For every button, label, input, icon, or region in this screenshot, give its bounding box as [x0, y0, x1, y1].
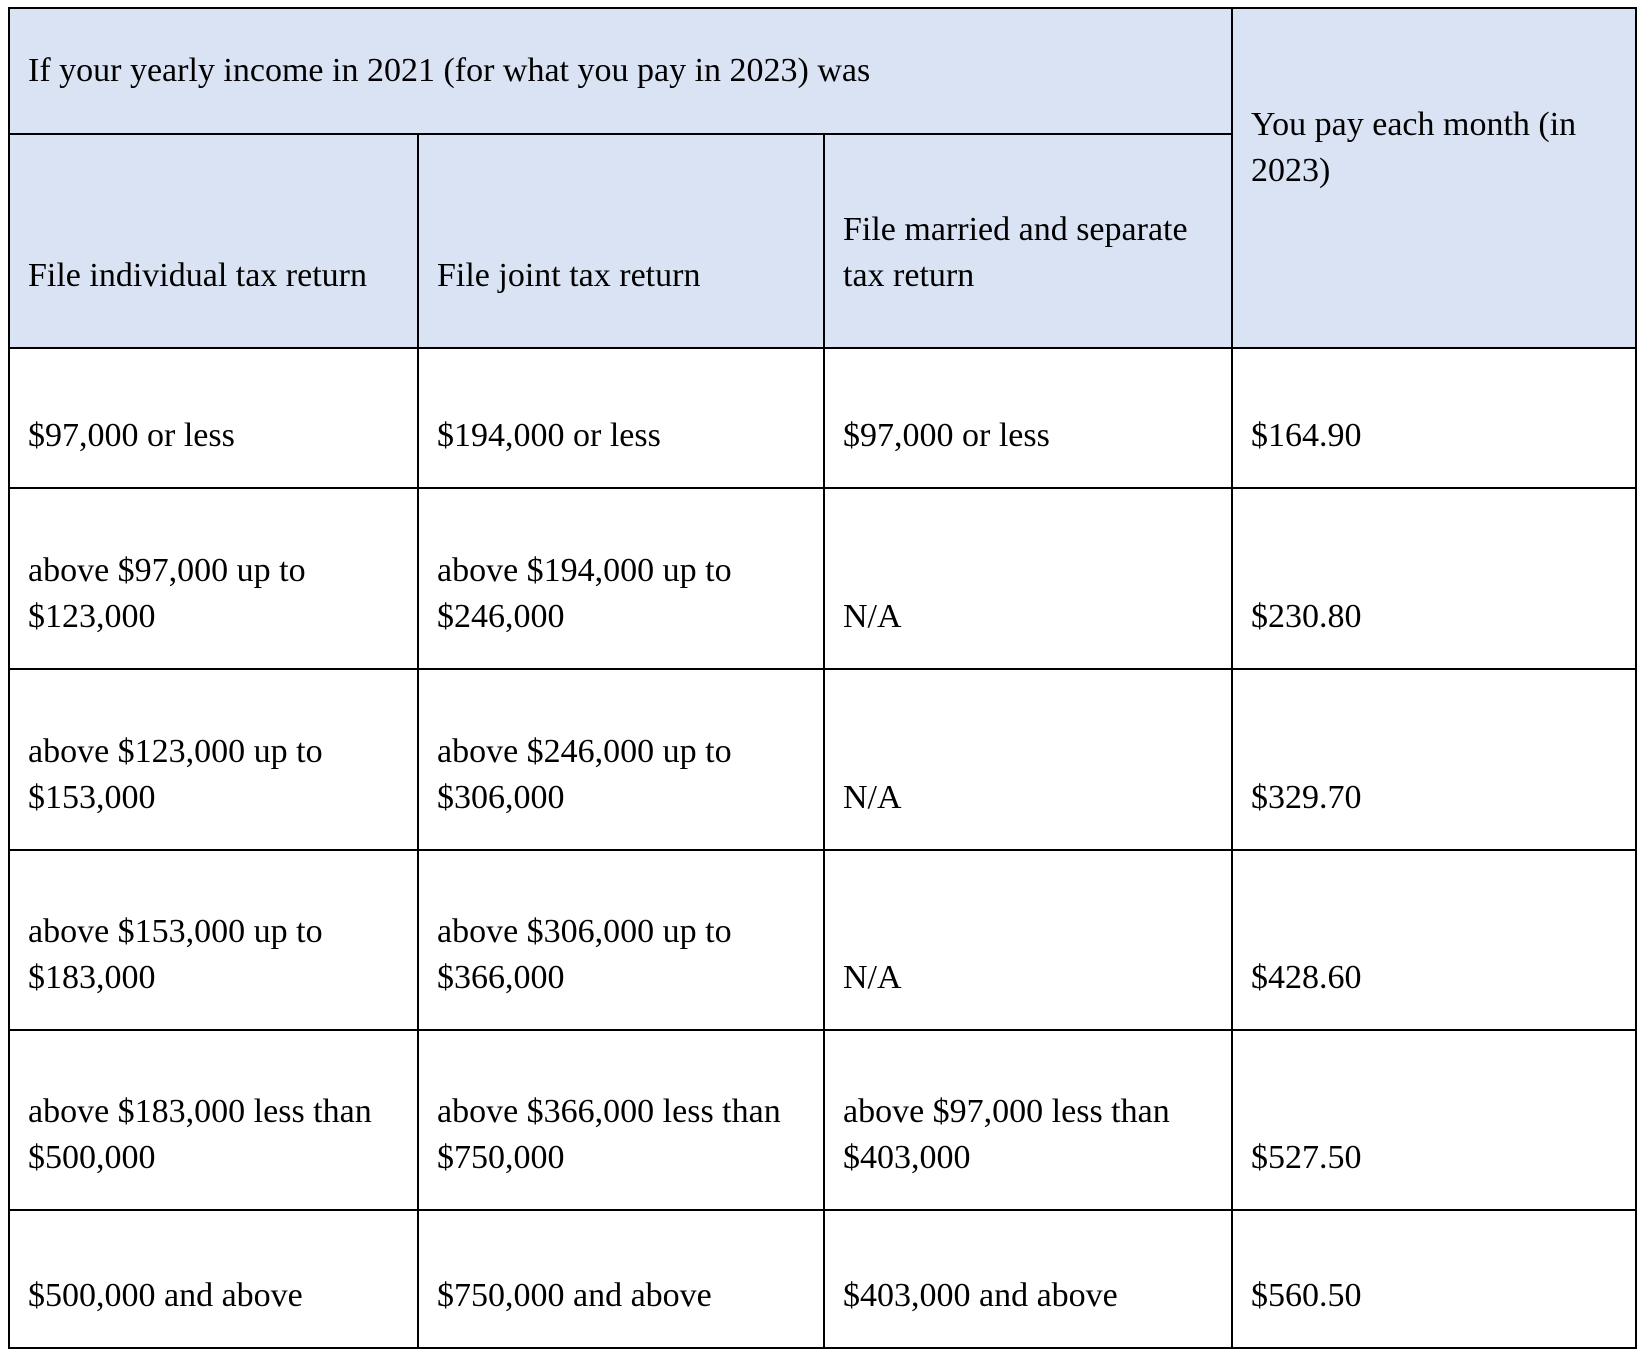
cell: $403,000 and above: [823, 1209, 1233, 1349]
cell: $329.70: [1231, 668, 1637, 851]
table-row: $97,000 or less $194,000 or less $97,000…: [8, 347, 1637, 489]
premium-table: If your yearly income in 2021 (for what …: [8, 7, 1637, 1349]
cell: $500,000 and above: [8, 1209, 419, 1349]
cell: $97,000 or less: [823, 347, 1233, 489]
cell: $194,000 or less: [417, 347, 825, 489]
cell: above $183,000 less than $500,000: [8, 1029, 419, 1211]
cell: N/A: [823, 668, 1233, 851]
cell: $97,000 or less: [8, 347, 419, 489]
column-header-joint: File joint tax return: [417, 133, 825, 349]
cell: N/A: [823, 849, 1233, 1031]
cell: $527.50: [1231, 1029, 1637, 1211]
group-header: If your yearly income in 2021 (for what …: [8, 7, 1233, 135]
cell: $230.80: [1231, 487, 1637, 670]
cell: above $306,000 up to $366,000: [417, 849, 825, 1031]
cell: above $123,000 up to $153,000: [8, 668, 419, 851]
cell: $164.90: [1231, 347, 1637, 489]
cell: $750,000 and above: [417, 1209, 825, 1349]
cell: N/A: [823, 487, 1233, 670]
cell: above $246,000 up to $306,000: [417, 668, 825, 851]
cell: above $97,000 up to $123,000: [8, 487, 419, 670]
pay-column-header: You pay each month (in 2023): [1231, 7, 1637, 349]
cell: $428.60: [1231, 849, 1637, 1031]
cell: $560.50: [1231, 1209, 1637, 1349]
cell: above $153,000 up to $183,000: [8, 849, 419, 1031]
column-header-individual: File individual tax return: [8, 133, 419, 349]
table-row: above $97,000 up to $123,000 above $194,…: [8, 487, 1637, 670]
cell: above $366,000 less than $750,000: [417, 1029, 825, 1211]
table-row: above $153,000 up to $183,000 above $306…: [8, 849, 1637, 1031]
table-row: above $123,000 up to $153,000 above $246…: [8, 668, 1637, 851]
cell: above $194,000 up to $246,000: [417, 487, 825, 670]
table-row: $500,000 and above $750,000 and above $4…: [8, 1209, 1637, 1349]
table-row: above $183,000 less than $500,000 above …: [8, 1029, 1637, 1211]
cell: above $97,000 less than $403,000: [823, 1029, 1233, 1211]
column-header-separate: File married and separate tax return: [823, 133, 1233, 349]
